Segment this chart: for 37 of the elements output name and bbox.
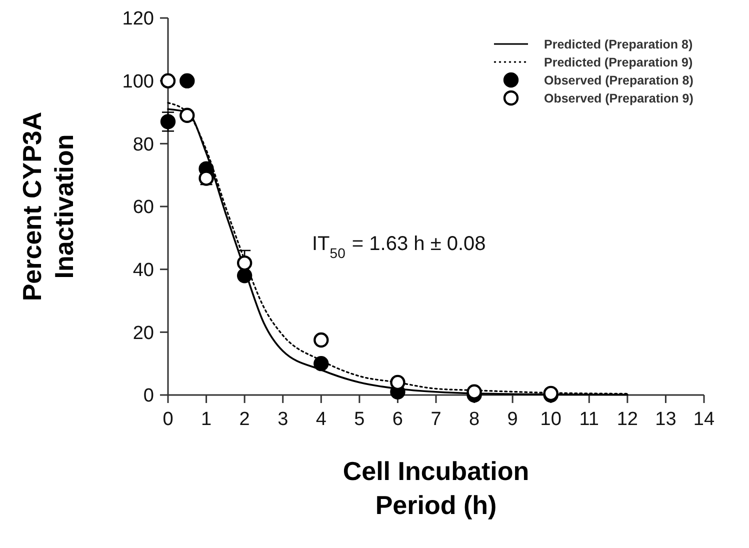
point xyxy=(236,255,252,271)
annotation: IT$_{50}$ = 1.63 h ± 0.08 xyxy=(312,233,486,261)
x-tick-label: 14 xyxy=(693,409,715,430)
y-tick-label: 0 xyxy=(143,386,154,407)
x-tick-label: 1 xyxy=(200,409,212,430)
x-tick-label: 11 xyxy=(579,409,600,430)
point xyxy=(314,356,329,372)
x-tick-label: 4 xyxy=(316,409,327,430)
x-tick-label: 0 xyxy=(162,409,174,430)
y-tick-label: 80 xyxy=(132,134,154,156)
y-tick-label: 40 xyxy=(132,260,154,281)
x-tick-label: 8 xyxy=(468,409,480,430)
legend-label: Predicted (Preparation 8) xyxy=(544,37,693,52)
x-tick-label: 13 xyxy=(655,409,676,430)
x-tick-label: 3 xyxy=(278,409,288,430)
x-tick-label: 7 xyxy=(430,409,442,430)
legend-label: Observed (Preparation 9) xyxy=(544,91,694,106)
point xyxy=(160,73,176,88)
x-tick-label: 2 xyxy=(239,409,250,430)
y-tick-label: 100 xyxy=(122,71,154,92)
x-tick-label: 12 xyxy=(616,409,638,430)
legend-label: Predicted (Preparation 9) xyxy=(544,55,693,70)
x-tick-label: 10 xyxy=(540,409,562,430)
x-tick-label: 5 xyxy=(354,409,365,430)
point xyxy=(180,73,195,88)
point xyxy=(466,384,482,400)
x-axis-title: Cell Incubation Period (h) xyxy=(342,456,530,520)
legend-label: Observed (Preparation 8) xyxy=(544,73,694,88)
point xyxy=(314,332,329,348)
y-tick-label: 20 xyxy=(132,322,154,344)
x-tick-label: 9 xyxy=(507,409,518,430)
point xyxy=(180,108,195,123)
y-tick-label: 120 xyxy=(122,8,154,30)
y-axis-title: Percent CYP3A Inactivation xyxy=(17,112,79,302)
y-tick-label: 60 xyxy=(132,197,154,218)
x-tick-label: 6 xyxy=(392,409,404,430)
point xyxy=(198,170,214,186)
